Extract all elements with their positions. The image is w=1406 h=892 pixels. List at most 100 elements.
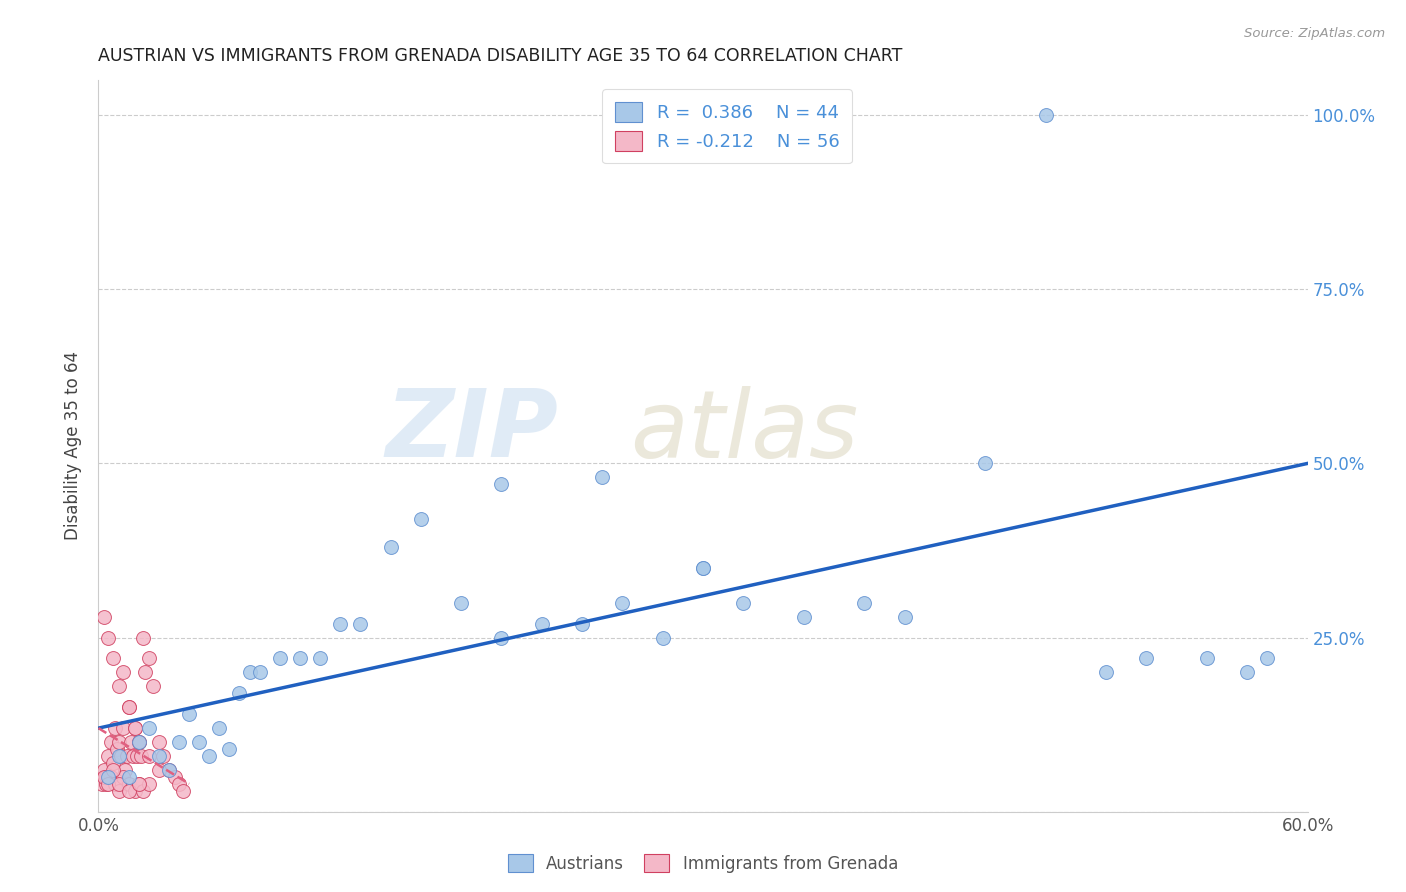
Point — [100, 735, 122, 749]
Point — [1236, 665, 1258, 680]
Point — [107, 749, 129, 764]
Point — [107, 784, 129, 798]
Y-axis label: Disability Age 35 to 64: Disability Age 35 to 64 — [65, 351, 83, 541]
Point — [138, 749, 160, 764]
Point — [1095, 665, 1118, 680]
Point — [218, 742, 240, 756]
Point — [591, 470, 613, 484]
Point — [198, 749, 221, 764]
Point — [269, 651, 291, 665]
Point — [1195, 651, 1218, 665]
Point — [793, 609, 815, 624]
Point — [853, 596, 876, 610]
Point — [530, 616, 553, 631]
Point — [97, 749, 120, 764]
Text: atlas: atlas — [630, 386, 859, 477]
Point — [100, 770, 122, 784]
Point — [612, 596, 634, 610]
Point — [115, 749, 138, 764]
Point — [329, 616, 352, 631]
Point — [1035, 108, 1057, 122]
Legend: Austrians, Immigrants from Grenada: Austrians, Immigrants from Grenada — [502, 847, 904, 880]
Point — [120, 735, 142, 749]
Point — [111, 770, 134, 784]
Point — [208, 721, 231, 735]
Point — [107, 777, 129, 791]
Point — [239, 665, 262, 680]
Point — [124, 721, 146, 735]
Point — [110, 749, 132, 764]
Point — [118, 700, 141, 714]
Point — [893, 609, 915, 624]
Point — [491, 631, 513, 645]
Point — [91, 777, 114, 791]
Point — [142, 679, 165, 693]
Point — [288, 651, 311, 665]
Point — [118, 700, 141, 714]
Point — [97, 631, 120, 645]
Point — [93, 609, 115, 624]
Point — [651, 631, 673, 645]
Point — [228, 686, 250, 700]
Point — [167, 735, 190, 749]
Point — [128, 777, 150, 791]
Point — [1135, 651, 1157, 665]
Point — [111, 665, 134, 680]
Point — [101, 651, 124, 665]
Point — [93, 770, 115, 784]
Point — [974, 457, 997, 471]
Point — [692, 561, 714, 575]
Point — [157, 763, 180, 777]
Point — [128, 735, 150, 749]
Point — [118, 784, 141, 798]
Point — [132, 631, 155, 645]
Point — [97, 777, 120, 791]
Point — [97, 770, 120, 784]
Point — [125, 749, 148, 764]
Point — [93, 763, 115, 777]
Point — [157, 763, 180, 777]
Point — [138, 721, 160, 735]
Point — [163, 770, 186, 784]
Point — [249, 665, 271, 680]
Point — [138, 651, 160, 665]
Point — [129, 749, 152, 764]
Text: Source: ZipAtlas.com: Source: ZipAtlas.com — [1244, 27, 1385, 40]
Point — [172, 784, 194, 798]
Point — [450, 596, 472, 610]
Point — [101, 763, 124, 777]
Legend: R =  0.386    N = 44, R = -0.212    N = 56: R = 0.386 N = 44, R = -0.212 N = 56 — [602, 89, 852, 163]
Point — [118, 770, 141, 784]
Point — [148, 749, 170, 764]
Point — [409, 512, 432, 526]
Text: ZIP: ZIP — [385, 385, 558, 477]
Point — [103, 777, 125, 791]
Point — [114, 763, 136, 777]
Point — [733, 596, 755, 610]
Point — [124, 721, 146, 735]
Point — [124, 784, 146, 798]
Point — [152, 749, 174, 764]
Point — [105, 742, 128, 756]
Point — [188, 735, 211, 749]
Point — [103, 721, 125, 735]
Point — [309, 651, 332, 665]
Point — [134, 665, 156, 680]
Point — [107, 679, 129, 693]
Point — [121, 749, 143, 764]
Point — [107, 735, 129, 749]
Point — [118, 777, 141, 791]
Point — [96, 770, 118, 784]
Point — [349, 616, 371, 631]
Point — [1256, 651, 1278, 665]
Point — [571, 616, 593, 631]
Point — [148, 763, 170, 777]
Point — [491, 477, 513, 491]
Point — [128, 735, 150, 749]
Point — [128, 777, 150, 791]
Point — [167, 777, 190, 791]
Point — [96, 777, 118, 791]
Point — [148, 735, 170, 749]
Point — [380, 540, 402, 554]
Point — [138, 777, 160, 791]
